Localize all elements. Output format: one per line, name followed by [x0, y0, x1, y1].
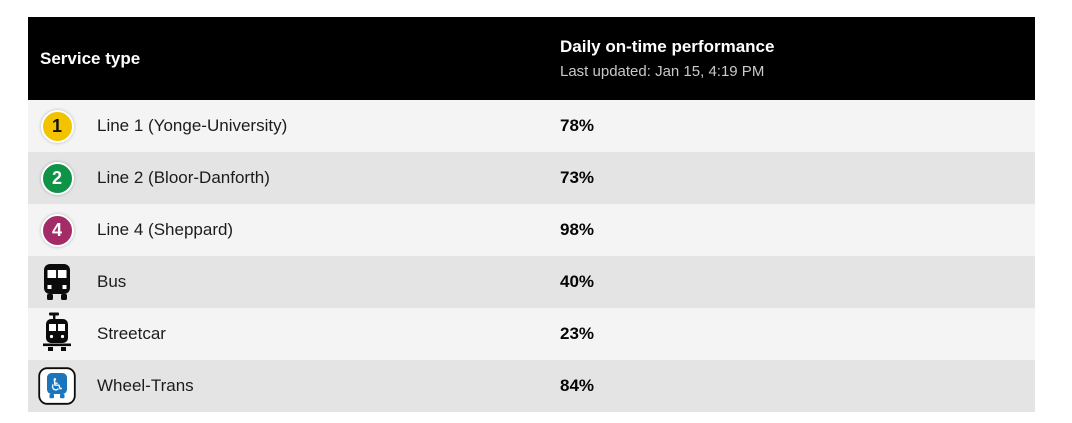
performance-value: 73%	[560, 168, 595, 187]
table-header: Service type Daily on-time performance L…	[28, 17, 1035, 100]
service-icon-slot: 4	[38, 208, 76, 252]
service-cell: 1 Line 1 (Yonge-University)	[28, 104, 560, 148]
service-cell: 2 Line 2 (Bloor-Danforth)	[28, 156, 560, 200]
service-label: Streetcar	[97, 324, 166, 343]
service-label: Line 4 (Sheppard)	[97, 220, 234, 239]
service-cell: Bus	[28, 260, 560, 304]
service-cell: Streetcar	[28, 312, 560, 356]
performance-title: Daily on-time performance	[560, 37, 775, 56]
table-row: Streetcar 23%	[28, 308, 1035, 360]
service-icon-slot	[38, 312, 76, 356]
bus-icon	[44, 264, 70, 300]
column-header-performance: Daily on-time performance Last updated: …	[560, 37, 1035, 80]
performance-table: Service type Daily on-time performance L…	[28, 17, 1035, 412]
last-updated-text: Last updated: Jan 15, 4:19 PM	[560, 63, 765, 80]
service-cell: ♿ Wheel-Trans	[28, 364, 560, 408]
service-icon-slot	[38, 260, 76, 304]
line-1-badge: 1	[40, 109, 74, 143]
service-icon-slot: ♿	[38, 364, 76, 408]
service-cell: 4 Line 4 (Sheppard)	[28, 208, 560, 252]
line-4-badge: 4	[40, 213, 74, 247]
performance-cell: 23%	[560, 324, 1035, 344]
service-label: Line 2 (Bloor-Danforth)	[97, 168, 270, 187]
performance-value: 78%	[560, 116, 595, 135]
performance-value: 84%	[560, 376, 595, 395]
column-header-service-type: Service type	[40, 48, 141, 68]
performance-cell: 98%	[560, 220, 1035, 240]
performance-cell: 84%	[560, 376, 1035, 396]
service-icon-slot: 2	[38, 156, 76, 200]
performance-cell: 78%	[560, 116, 1035, 136]
table-row: 2 Line 2 (Bloor-Danforth) 73%	[28, 152, 1035, 204]
performance-value: 23%	[560, 324, 595, 343]
streetcar-icon	[43, 312, 71, 351]
performance-cell: 73%	[560, 168, 1035, 188]
performance-value: 40%	[560, 272, 595, 291]
service-label: Bus	[97, 272, 127, 291]
svg-text:♿: ♿	[49, 376, 64, 396]
table-row: 1 Line 1 (Yonge-University) 78%	[28, 100, 1035, 152]
table-row: 4 Line 4 (Sheppard) 98%	[28, 204, 1035, 256]
wheelchair-icon: ♿	[38, 367, 76, 405]
performance-value: 98%	[560, 220, 595, 239]
table-row: ♿ Wheel-Trans 84%	[28, 360, 1035, 412]
line-2-badge: 2	[40, 161, 74, 195]
table-body: 1 Line 1 (Yonge-University) 78% 2 Line 2…	[28, 100, 1035, 412]
table-row: Bus 40%	[28, 256, 1035, 308]
performance-cell: 40%	[560, 272, 1035, 292]
service-label: Line 1 (Yonge-University)	[97, 116, 288, 135]
service-label: Wheel-Trans	[97, 376, 194, 395]
service-icon-slot: 1	[38, 104, 76, 148]
